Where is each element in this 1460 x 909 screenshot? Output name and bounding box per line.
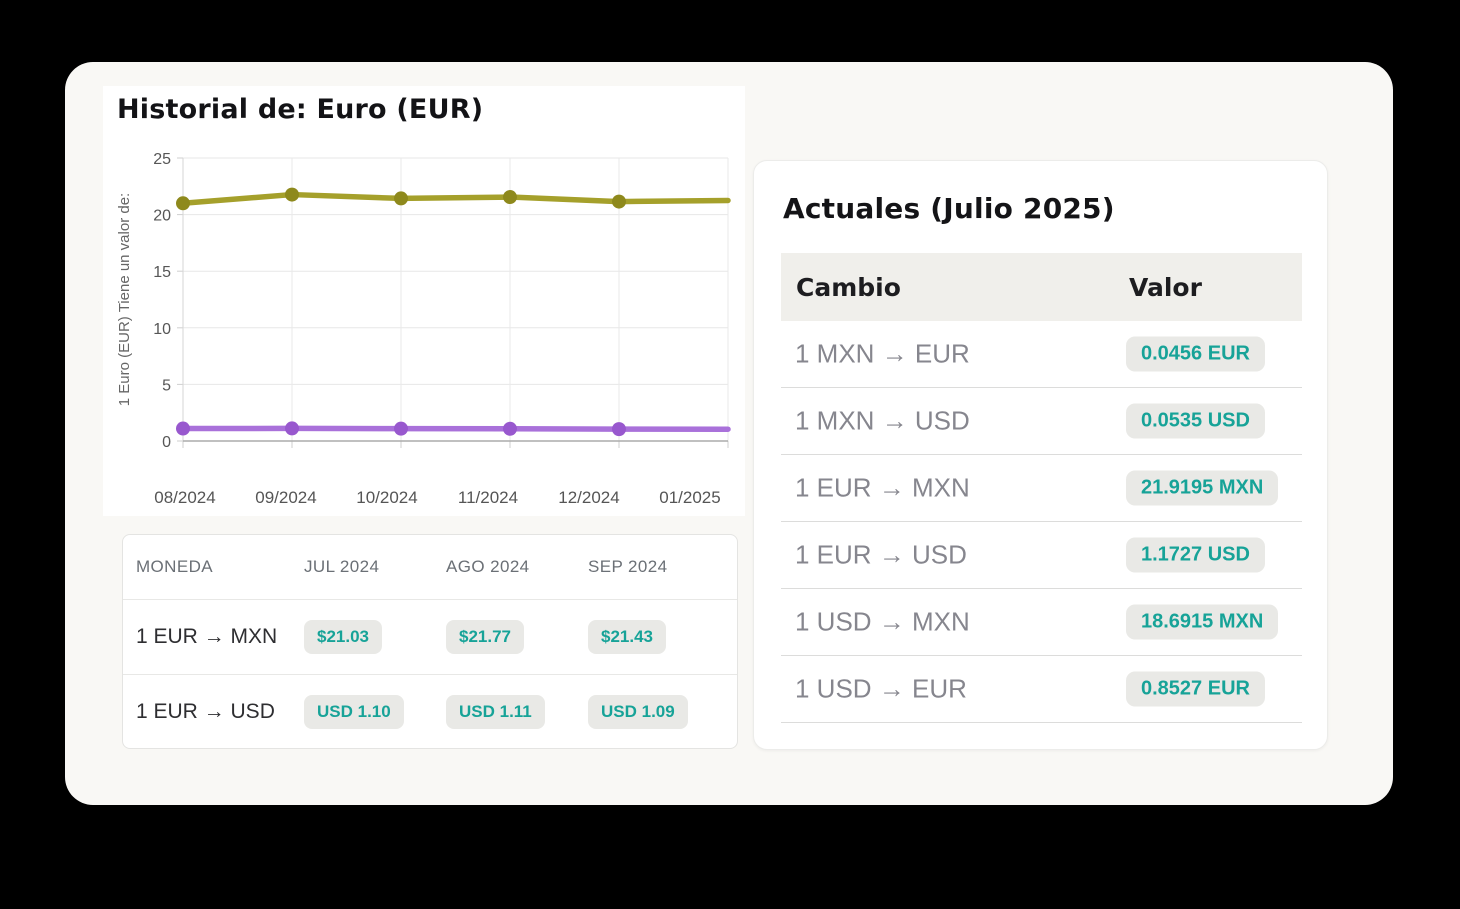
data-point [285,187,299,202]
history-title: Historial de: Euro (EUR) [117,94,484,125]
exchange-rate-badge: 0.8527 EUR [1126,671,1265,707]
rate-cell: USD 1.11 [446,695,588,729]
exchange-row: 1 USD → MXN 18.6915 MXN [781,589,1302,656]
exchange-pair-label: 1 EUR → MXN [795,472,970,503]
x-tick-label: 11/2024 [458,488,518,507]
exchange-row: 1 USD → EUR 0.8527 EUR [781,656,1302,723]
actuales-panel: Actuales (Julio 2025) Cambio Valor 1 MXN… [753,160,1328,750]
main-card: Historial de: Euro (EUR) 0 5 10 15 20 25 08/20… [65,62,1393,805]
series-line [180,191,731,207]
monthly-column-header: JUL 2024 [304,557,380,576]
rate-badge: USD 1.11 [446,695,545,729]
y-tick-label: 25 [153,151,171,168]
y-tick-label: 15 [153,264,171,281]
exchange-rate-badge: 0.0456 EUR [1126,336,1265,372]
monthly-column-header: SEP 2024 [588,557,668,576]
x-tick-label: 01/2025 [659,488,720,507]
x-tick-label: 10/2024 [356,488,417,507]
data-point [612,422,626,437]
data-point [285,421,299,436]
y-tick-label: 10 [153,321,171,338]
monthly-table-header-row: MONEDA JUL 2024 AGO 2024 SEP 2024 [123,535,737,599]
monthly-rates-table: MONEDA JUL 2024 AGO 2024 SEP 2024 1 EUR → M… [122,534,738,749]
series-line [180,425,731,432]
actuales-rows: 1 MXN → EUR 0.0456 EUR 1 MXN → USD 0.0535 U… [781,321,1302,723]
x-tick-label: 08/2024 [154,488,215,507]
data-point [394,191,408,206]
exchange-pair-label: 1 MXN → USD [795,405,970,436]
x-tick-label: 09/2024 [255,488,316,507]
y-axis-title: 1 Euro (EUR) Tiene un valor de: [116,193,133,406]
monthly-table-row: 1 EUR → MXN $21.03 $21.77 $21.43 [123,599,737,674]
eur-history-line-chart: 0 5 10 15 20 25 08/2024 09/2024 10/2024 11/2024 12… [116,151,731,507]
monthly-column-header: AGO 2024 [446,557,530,576]
currency-pair-label: 1 EUR → MXN [136,625,278,648]
monthly-table-body: 1 EUR → MXN $21.03 $21.77 $21.43 1 EUR → USD… [123,599,737,749]
data-point [394,421,408,436]
rate-cell: USD 1.10 [304,695,446,729]
data-point [176,196,190,211]
rate-cell: USD 1.09 [588,695,730,729]
rate-cell: $21.77 [446,620,588,654]
column-header-cambio: Cambio [796,272,901,302]
rate-badge: USD 1.10 [304,695,404,729]
rate-badge: USD 1.09 [588,695,688,729]
currency-pair-label: 1 EUR → USD [136,700,275,723]
column-header-valor: Valor [1129,272,1202,302]
rate-cell: $21.03 [304,620,446,654]
y-tick-label: 20 [153,208,171,225]
exchange-pair-label: 1 USD → MXN [795,606,970,637]
exchange-rate-badge: 21.9195 MXN [1126,470,1279,506]
exchange-rate-badge: 0.0535 USD [1126,403,1265,439]
rate-badge: $21.77 [446,620,524,654]
history-section: Historial de: Euro (EUR) 0 5 10 15 20 25 08/20… [103,86,745,516]
actuales-table-header: Cambio Valor [781,253,1302,321]
exchange-row: 1 EUR → MXN 21.9195 MXN [781,455,1302,522]
y-tick-label: 5 [162,377,171,394]
exchange-rate-badge: 18.6915 MXN [1126,604,1279,640]
actuales-title: Actuales (Julio 2025) [783,192,1115,225]
monthly-column-header: MONEDA [136,557,214,576]
exchange-row: 1 MXN → EUR 0.0456 EUR [781,321,1302,388]
exchange-pair-label: 1 EUR → USD [795,539,967,570]
monthly-table-row: 1 EUR → USD USD 1.10 USD 1.11 USD 1.09 [123,674,737,749]
exchange-row: 1 MXN → USD 0.0535 USD [781,388,1302,455]
data-point [503,190,517,205]
y-tick-label: 0 [162,434,171,451]
exchange-row: 1 EUR → USD 1.1727 USD [781,522,1302,589]
exchange-pair-label: 1 USD → EUR [795,673,967,704]
x-tick-label: 12/2024 [558,488,619,507]
rate-cell: $21.43 [588,620,730,654]
data-point [176,421,190,436]
rate-badge: $21.43 [588,620,666,654]
exchange-pair-label: 1 MXN → EUR [795,338,970,369]
rate-badge: $21.03 [304,620,382,654]
exchange-rate-badge: 1.1727 USD [1126,537,1265,573]
data-point [503,421,517,436]
data-point [612,194,626,209]
